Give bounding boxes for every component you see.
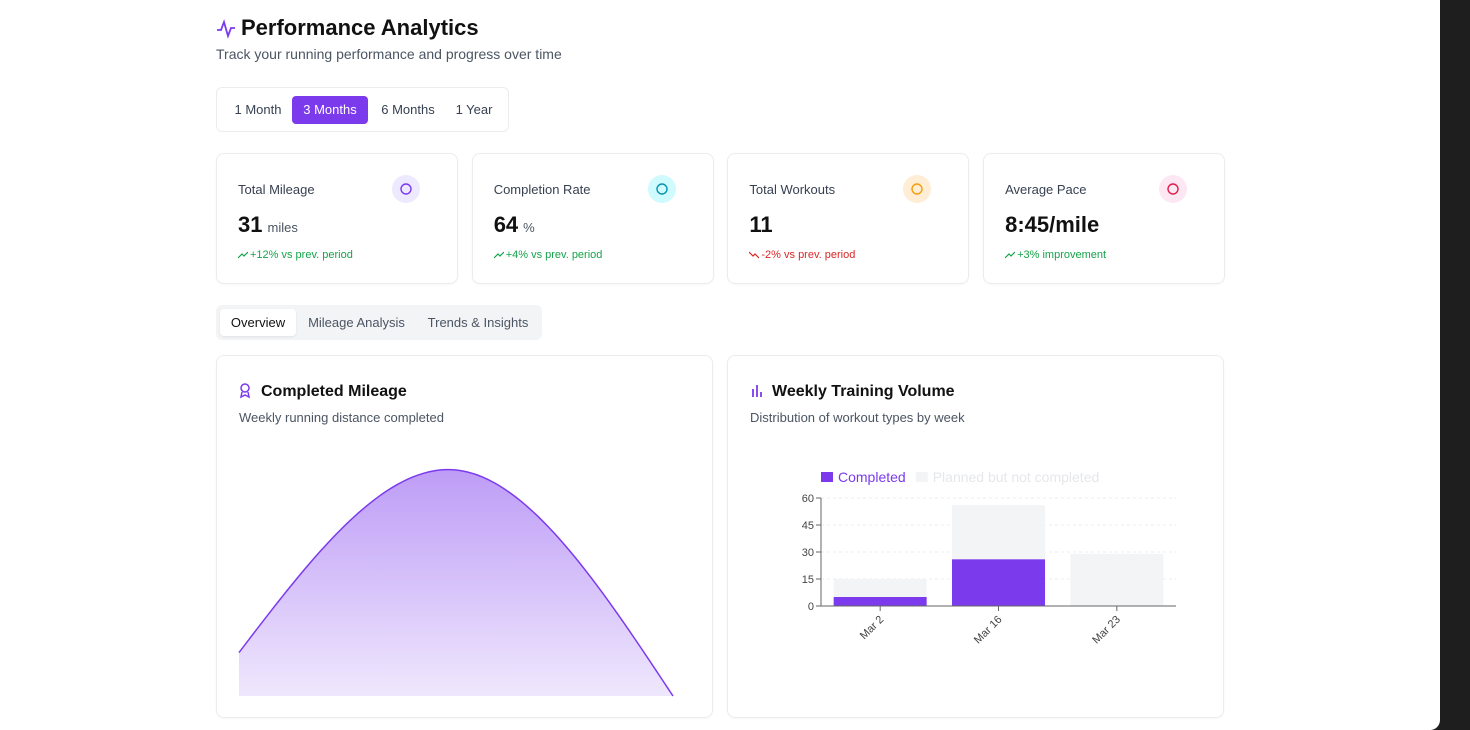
chart: Weekly Training Volume Distribution of wo… — [750, 383, 1176, 647]
bar — [833, 597, 927, 606]
range-button[interactable]: 1 Month — [234, 102, 282, 117]
stat-label: Completion Rate — [493, 182, 591, 197]
chart: Completed Mileage Weekly running distance… — [238, 383, 674, 697]
stat-icon — [1159, 175, 1188, 203]
stat-label: Total Mileage — [238, 182, 315, 197]
legend-swatch — [915, 472, 928, 482]
page-title: Performance Analytics — [241, 15, 479, 40]
range-selector: 1 Month 3 Months 6 Months 1 Year — [216, 87, 509, 132]
stat-card: Total Workouts 11 -2% vs prev. period — [727, 153, 970, 284]
icon-bg — [903, 175, 932, 203]
bar — [952, 559, 1045, 606]
icon-glyph — [911, 183, 924, 195]
bar — [833, 579, 927, 597]
stat-value-row: 64% — [494, 212, 535, 238]
stat-value-row: 8:45/mile — [1005, 212, 1099, 238]
tab[interactable]: Mileage Analysis — [308, 315, 405, 330]
stat-value: 11 — [749, 212, 773, 237]
y-tick-label: 0 — [808, 601, 814, 613]
legend-label: Planned but not completed — [933, 469, 1100, 485]
pulse-icon — [217, 19, 235, 39]
icon-glyph — [1167, 183, 1179, 195]
tab[interactable]: Overview — [220, 309, 296, 336]
stat-value: 8:45/mile — [1005, 212, 1100, 237]
trend-line — [238, 251, 248, 259]
stat-value: 64 — [493, 212, 519, 237]
icon-glyph — [400, 183, 412, 195]
page: Performance Analytics Track your running… — [0, 0, 1440, 730]
icon-bg — [647, 175, 676, 203]
stat-label: Average Pace — [1005, 182, 1087, 197]
y-tick-label: 15 — [802, 574, 814, 586]
chart-title: Weekly Training Volume — [772, 383, 955, 400]
bar — [952, 505, 1045, 560]
stat-unit: % — [523, 220, 535, 235]
title-icon — [239, 391, 251, 399]
icon-bg — [1159, 175, 1188, 203]
stat-value-row: 11 — [749, 212, 772, 238]
trend-icon — [493, 251, 504, 259]
x-tick-label: Mar 2 — [858, 614, 886, 642]
chart-title: Completed Mileage — [261, 383, 407, 400]
legend-label: Completed — [838, 469, 906, 485]
trend-icon — [749, 251, 760, 259]
stat-label: Total Workouts — [749, 182, 836, 197]
tab-bar: Overview Mileage Analysis Trends & Insight… — [216, 305, 542, 340]
y-tick-label: 45 — [802, 520, 814, 532]
trend-icon — [1005, 251, 1016, 259]
trend-line — [493, 251, 504, 259]
legend-swatch — [821, 472, 833, 482]
stat-icon — [647, 175, 676, 203]
range-button[interactable]: 6 Months — [381, 102, 435, 117]
stat-change: -2% vs prev. period — [761, 249, 856, 261]
tab[interactable]: Trends & Insights — [427, 315, 529, 330]
chart-card: Completed Mileage Weekly running distance… — [216, 355, 713, 718]
stat-card: Completion Rate 64% +4% vs prev. period — [471, 153, 714, 284]
range-button[interactable]: 1 Year — [455, 102, 493, 117]
stat-icon — [392, 175, 420, 203]
area — [239, 469, 673, 696]
range-button[interactable]: 3 Months — [292, 96, 368, 124]
stat-card: Total Mileage 31 miles +12% vs prev. period — [216, 153, 458, 284]
stat-icon — [903, 175, 932, 203]
stat-change: +3% improvement — [1017, 249, 1107, 261]
stat-value: 31 — [238, 212, 263, 237]
stat-value-row: 31 miles — [238, 212, 298, 238]
trend-line — [749, 251, 760, 259]
chart-subtitle: Distribution of workout types by week — [750, 410, 965, 425]
x-tick-label: Mar 23 — [1090, 614, 1123, 647]
chart-card: Weekly Training Volume Distribution of wo… — [727, 355, 1224, 718]
y-tick-label: 60 — [802, 493, 814, 505]
stat-change: +12% vs prev. period — [250, 249, 353, 261]
stat-change: +4% vs prev. period — [505, 249, 603, 261]
title-icon — [240, 383, 250, 393]
y-tick-label: 30 — [802, 547, 814, 559]
trend-icon — [238, 251, 248, 259]
bar — [1070, 553, 1164, 606]
icon-bg — [392, 175, 420, 203]
stat-unit: miles — [267, 220, 298, 235]
stat-card: Average Pace 8:45/mile +3% improvement — [983, 153, 1226, 284]
area-line — [238, 468, 674, 697]
x-tick-label: Mar 16 — [972, 614, 1005, 647]
chart-subtitle: Weekly running distance completed — [239, 410, 444, 425]
trend-line — [1005, 251, 1016, 259]
page-subtitle: Track your running performance and progr… — [216, 46, 562, 62]
icon-glyph — [655, 183, 668, 195]
